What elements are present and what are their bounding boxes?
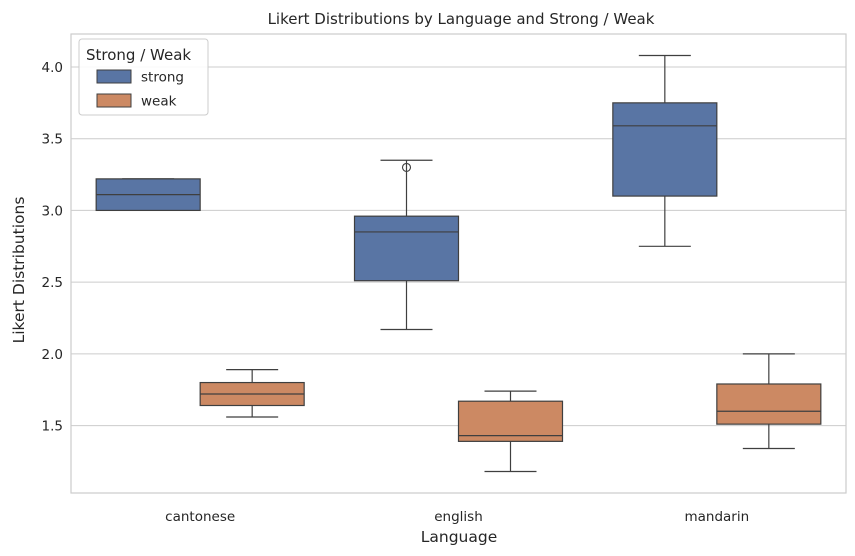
legend-title: Strong / Weak [86, 46, 191, 64]
x-tick-label: mandarin [684, 509, 749, 525]
box-strong-cantonese [95, 178, 201, 212]
y-tick-label: 4.0 [42, 60, 63, 76]
x-tick-label: cantonese [165, 509, 235, 525]
x-axis-label: Language [421, 528, 498, 546]
legend-label-strong: strong [141, 70, 184, 86]
y-tick-label: 3.0 [42, 203, 63, 219]
y-tick-label: 1.5 [42, 419, 63, 435]
box-strong-mandarin [612, 54, 718, 247]
plot-area-border [70, 33, 847, 494]
box-iqr [612, 102, 718, 197]
legend-swatch-weak [96, 93, 132, 108]
box-iqr [716, 383, 822, 425]
y-tick-label: 3.5 [42, 132, 63, 148]
y-tick-label: 2.5 [42, 275, 63, 291]
legend: Strong / Weak strong weak [78, 38, 209, 116]
box-iqr [457, 400, 564, 442]
y-axis-ticks: 1.5 2.0 2.5 3.0 3.5 4.0 [42, 60, 63, 435]
outlier-point [401, 162, 412, 172]
box-groups [95, 54, 822, 473]
y-axis-label: Likert Distributions [10, 197, 28, 344]
x-axis-ticks: cantonese english mandarin [165, 509, 749, 525]
legend-label-weak: weak [141, 94, 177, 110]
y-tick-label: 2.0 [42, 347, 63, 363]
legend-entries: strong weak [96, 69, 184, 110]
box-strong-english [353, 159, 460, 331]
box-weak-english [457, 390, 564, 473]
box-weak-mandarin [716, 353, 822, 450]
box-weak-cantonese [199, 369, 305, 418]
plot-frame [70, 33, 847, 494]
box-iqr [353, 215, 460, 282]
x-tick-label: english [434, 509, 483, 525]
chart-title: Likert Distributions by Language and Str… [268, 10, 655, 28]
legend-swatch-strong [96, 69, 132, 84]
